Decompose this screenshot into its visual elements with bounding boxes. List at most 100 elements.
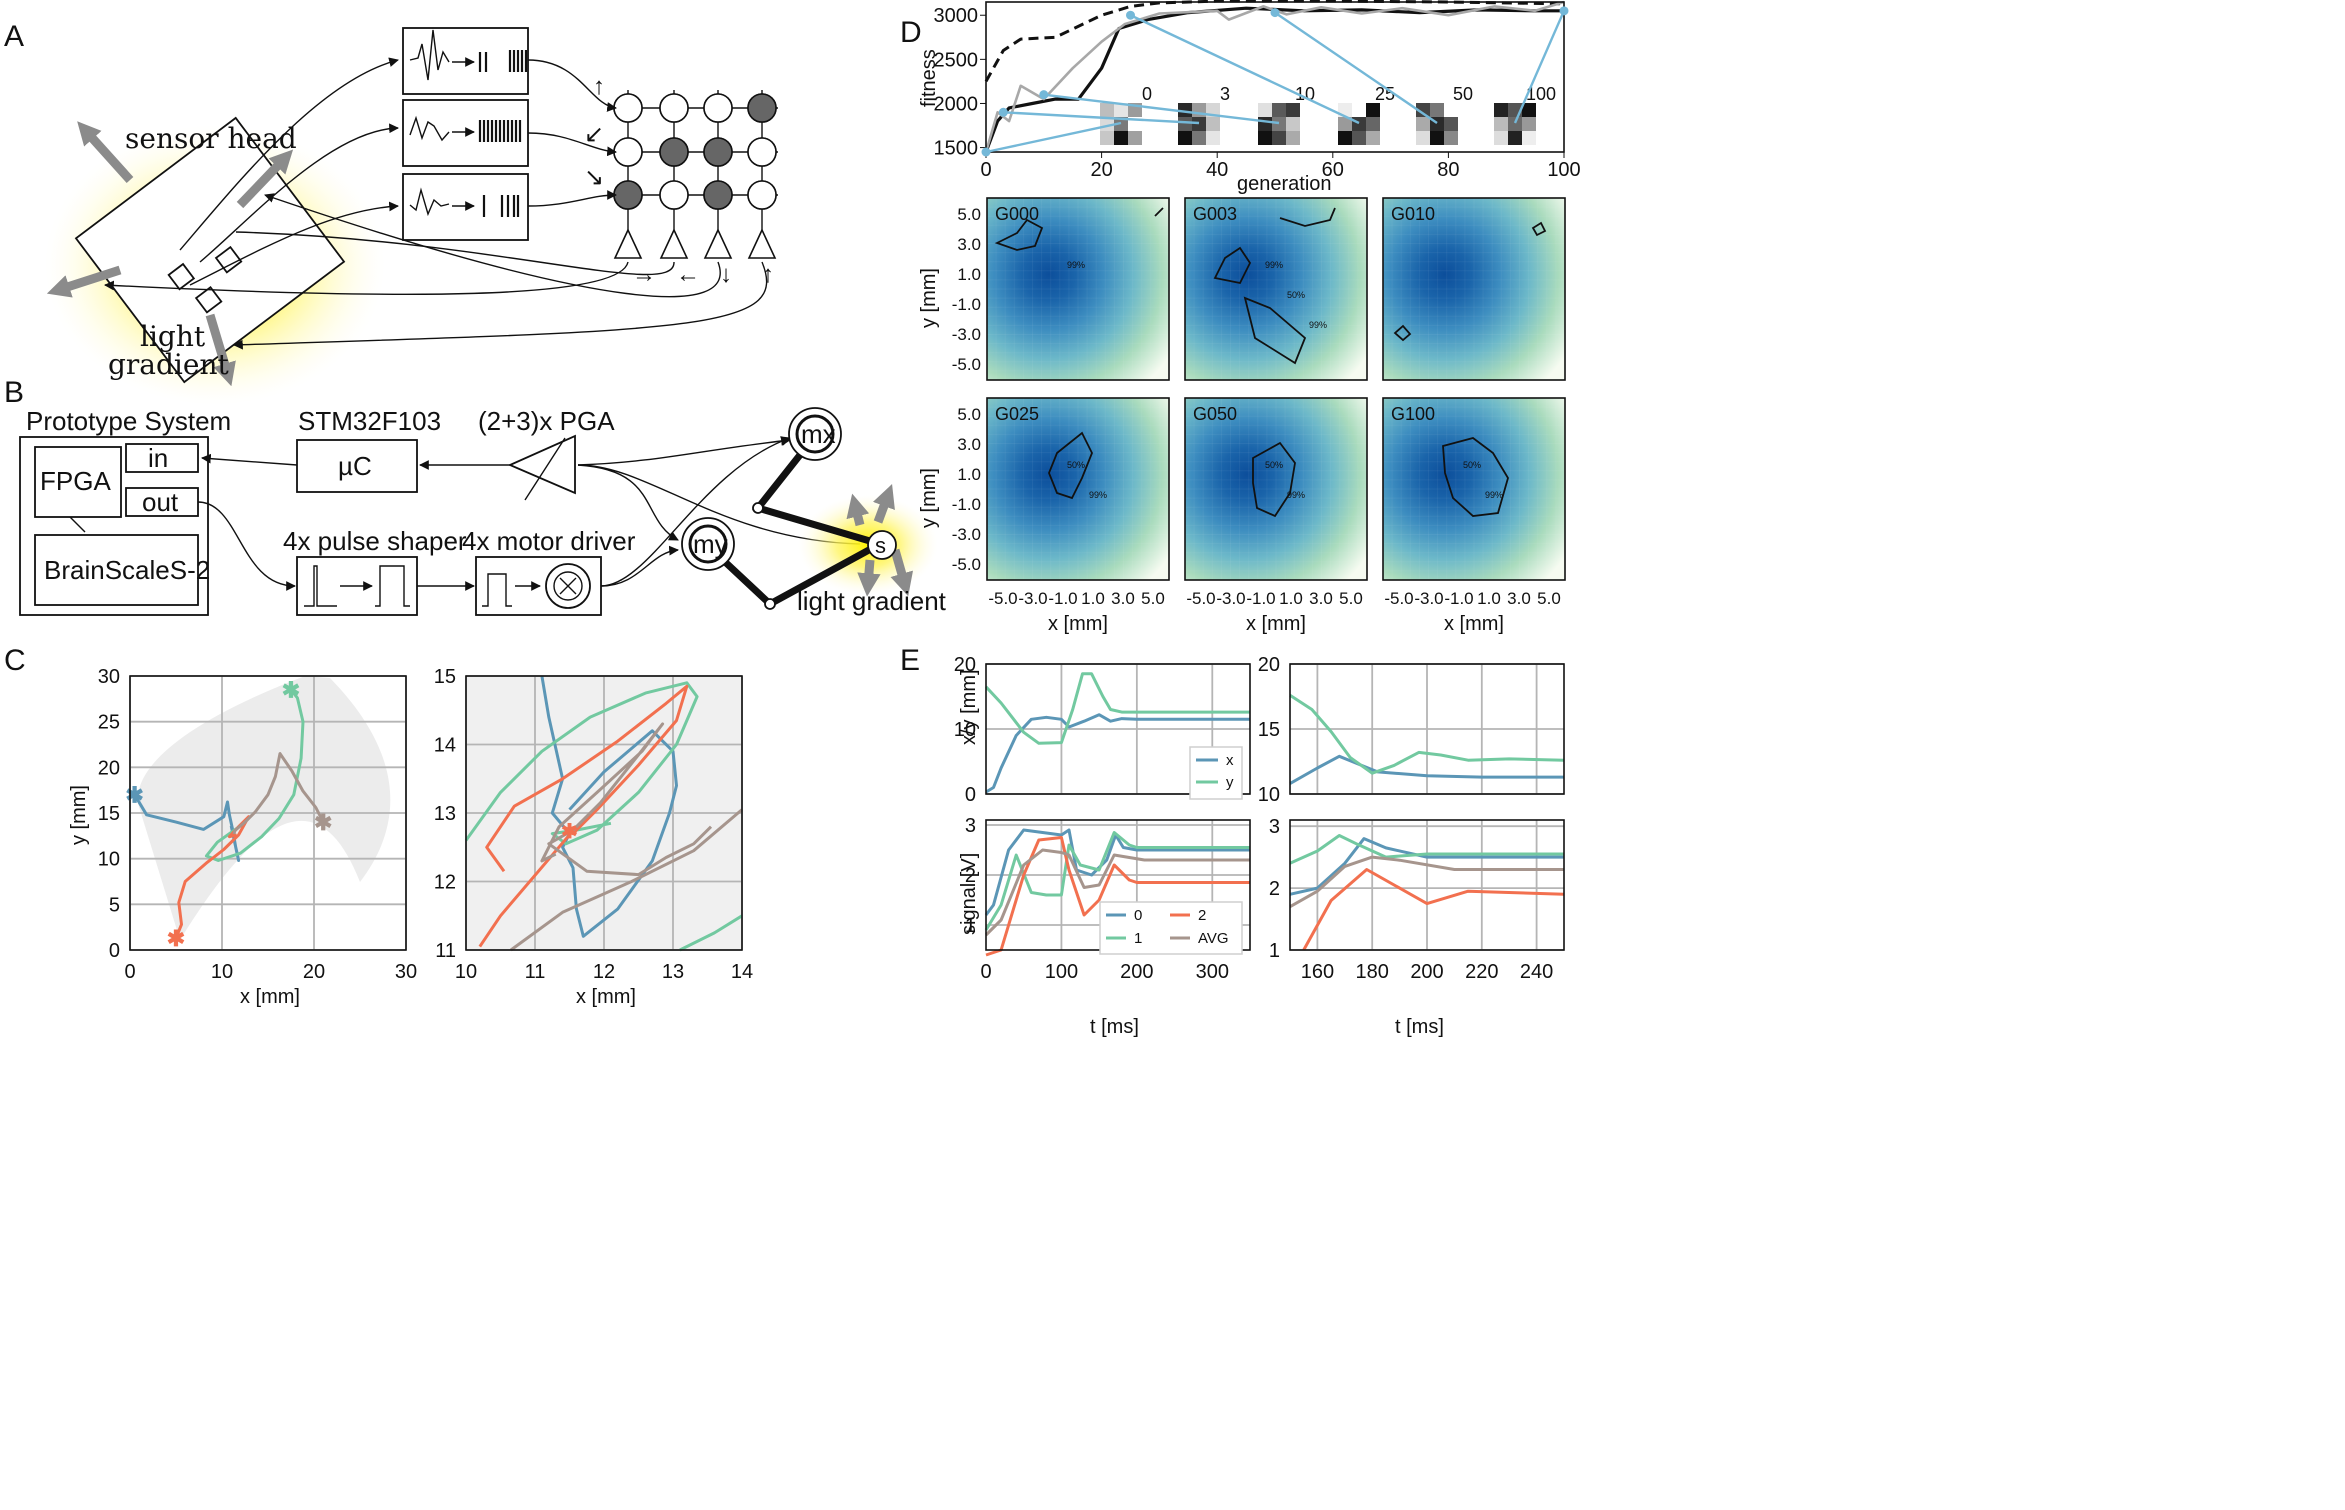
heatmap-title: G050 xyxy=(1193,404,1237,424)
panel-a: sensor head light gradient xyxy=(45,27,778,405)
weight-cell xyxy=(1114,131,1128,145)
trajectory-line xyxy=(204,688,305,862)
y-tick-label: 1 xyxy=(965,915,976,937)
y-tick-label: 10 xyxy=(1258,784,1280,806)
x-tick-label: -3.0 xyxy=(1216,589,1245,608)
inset-connector xyxy=(985,121,1122,154)
heatmap-frame xyxy=(986,397,1170,581)
x-tick-label: 11 xyxy=(525,961,546,983)
x-tick-label: 0 xyxy=(980,961,991,983)
heatmap-field xyxy=(1185,198,1367,380)
weight-cell xyxy=(1338,117,1352,131)
generation-marker xyxy=(981,147,991,157)
signal-s2-line xyxy=(985,836,1250,957)
output-neuron xyxy=(659,228,689,259)
legend-sig-avg: AVG xyxy=(1198,930,1229,947)
weight-cell xyxy=(1430,131,1444,145)
inset-connector xyxy=(1513,10,1566,124)
neuron-node xyxy=(613,180,643,210)
arrow-left-icon: ← xyxy=(676,261,700,288)
start-marker: ✱ xyxy=(314,810,332,835)
mcu-title: STM32F103 xyxy=(298,406,441,436)
pulse-shaper-title: 4x pulse shaper xyxy=(283,526,467,556)
x-tick-label: 20 xyxy=(303,961,325,983)
x-tick-label: 3.0 xyxy=(1507,589,1531,608)
weight-cell xyxy=(1416,103,1430,117)
heatmap-title: G003 xyxy=(1193,204,1237,224)
e-right-xlabel: t [ms] xyxy=(1395,1016,1444,1038)
weight-matrix-inset: 25 xyxy=(1338,84,1395,145)
mx-label: mx xyxy=(801,419,836,449)
neuron-node xyxy=(659,137,689,167)
legend-sig-2: 2 xyxy=(1198,907,1206,924)
weight-cell xyxy=(1100,103,1114,117)
fpga-box xyxy=(34,446,122,518)
in-port xyxy=(125,443,199,473)
y-tick-label: 3 xyxy=(1269,816,1280,838)
weight-cell xyxy=(1178,131,1192,145)
inset-connector xyxy=(1129,14,1360,125)
y-tick-label: 1.0 xyxy=(957,465,981,484)
y-tick-label: -5.0 xyxy=(952,355,981,374)
signal-x-line xyxy=(1289,754,1564,785)
contour-label: 50% xyxy=(1463,460,1481,470)
motion-arrows xyxy=(46,121,294,387)
x-tick-label: 3.0 xyxy=(1111,589,1135,608)
weight-cell xyxy=(1206,131,1220,145)
x-tick-label: 160 xyxy=(1301,961,1334,983)
weight-cell xyxy=(1416,131,1430,145)
x-tick-label: 180 xyxy=(1356,961,1389,983)
heatmap-ylabel: y [mm] xyxy=(918,468,940,528)
weight-cell xyxy=(1444,131,1458,145)
legend-xy: x y xyxy=(1189,746,1243,800)
mcu-box xyxy=(296,439,418,493)
weight-cell xyxy=(1366,103,1380,117)
y-tick-label: 5.0 xyxy=(957,405,981,424)
s-label: s xyxy=(875,533,886,558)
inset-connector xyxy=(1274,11,1438,124)
heatmap-field xyxy=(1185,398,1367,580)
x-tick-label: 240 xyxy=(1520,961,1553,983)
x-tick-label: 80 xyxy=(1437,159,1459,181)
weight-cell xyxy=(1192,131,1206,145)
x-tick-label: 200 xyxy=(1410,961,1443,983)
weight-cell xyxy=(1100,131,1114,145)
output-neuron xyxy=(703,228,733,259)
trajectory-line xyxy=(232,752,325,835)
inset-label: 100 xyxy=(1526,84,1556,104)
y-tick-label: 3.0 xyxy=(957,435,981,454)
weight-matrix-inset: 0 xyxy=(1100,84,1152,145)
x-tick-label: -1.0 xyxy=(1048,589,1077,608)
weight-insets: 0 3 10 25 50 100 xyxy=(981,6,1569,157)
output-neuron xyxy=(613,228,643,259)
fitness-xlabel: generation xyxy=(1237,173,1332,195)
y-tick-label: 1500 xyxy=(934,138,979,160)
weight-cell xyxy=(1366,117,1380,131)
x-tick-label: 1.0 xyxy=(1477,589,1501,608)
arrow-down-icon: ↓ xyxy=(720,261,732,288)
generation-marker xyxy=(998,107,1008,117)
panel-a-wires xyxy=(104,57,768,350)
x-tick-label: 12 xyxy=(593,961,615,983)
x-tick-label: -5.0 xyxy=(1384,589,1413,608)
arrow-right-icon: → xyxy=(632,261,656,288)
x-tick-label: -3.0 xyxy=(1414,589,1443,608)
y-tick-label: 20 xyxy=(98,757,120,779)
heatmap-g100: 50% 99% G100 -5.0 -3.0 -1.0 1.0 3.0 5.0 x [mm] xyxy=(1382,397,1566,635)
x-tick-label: -5.0 xyxy=(1186,589,1215,608)
weight-cell xyxy=(1128,131,1142,145)
trajectory-line xyxy=(540,675,678,938)
panel-label-c: C xyxy=(4,644,26,677)
panel-label-a: A xyxy=(4,20,24,53)
neuron-grid xyxy=(612,90,778,259)
x-tick-label: 40 xyxy=(1206,159,1228,181)
generation-marker xyxy=(1559,6,1569,16)
y-tick-label: 5.0 xyxy=(957,205,981,224)
arrow-up-icon: ↑ xyxy=(593,73,605,100)
inset-connector xyxy=(1043,93,1280,125)
trajectory-line xyxy=(679,914,743,952)
generation-marker xyxy=(1126,10,1135,20)
y-tick-label: 2500 xyxy=(934,49,979,71)
x-tick-label: 60 xyxy=(1322,159,1344,181)
